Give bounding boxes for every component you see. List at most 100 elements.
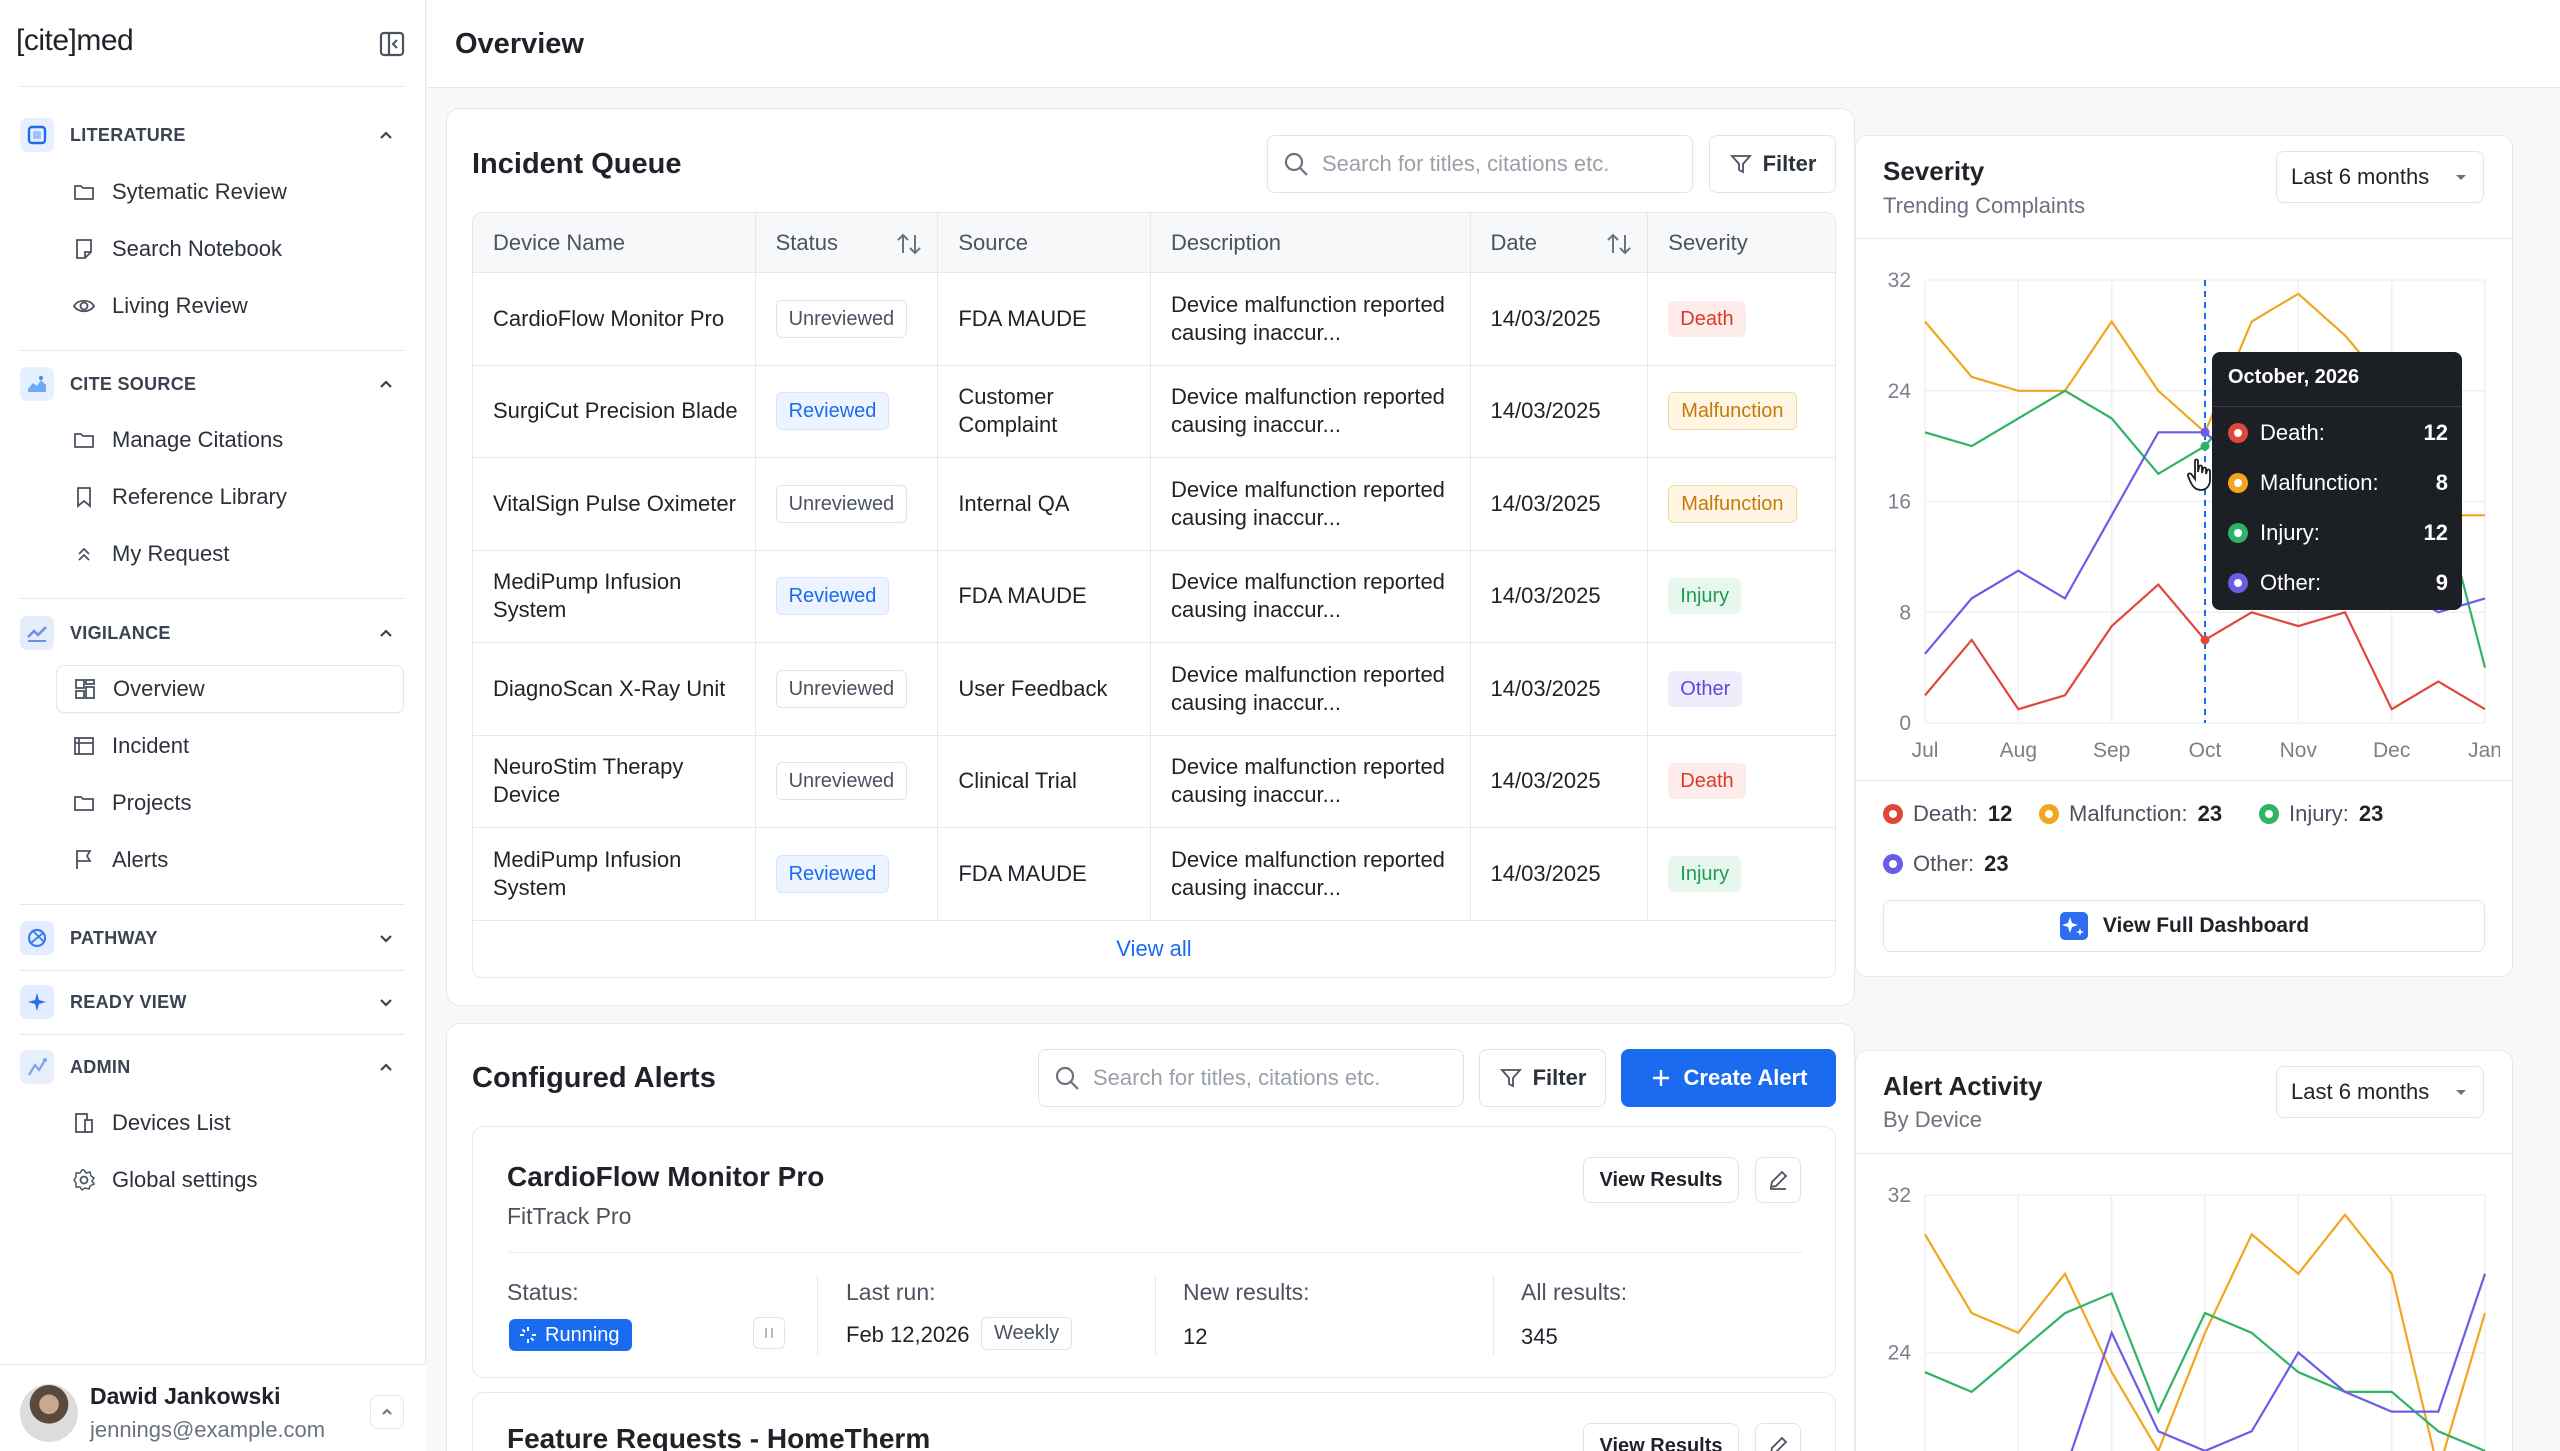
source-cell: FDA MAUDE (938, 550, 1151, 642)
logo: [cite]med (16, 24, 134, 57)
sidebar-section-label: VIGILANCE (70, 622, 171, 643)
chevron-up-icon[interactable] (376, 623, 396, 643)
alerts-search-input[interactable] (1093, 1065, 1433, 1091)
sidebar-divider (20, 86, 404, 87)
description-cell: Device malfunction reported causing inac… (1151, 273, 1471, 365)
chevron-down-icon[interactable] (376, 992, 396, 1012)
severity-chart: 0 8 16 24 32 Jul Aug Sep Oct Nov Dec Jan (1888, 269, 2500, 762)
source-text: FDA MAUDE (958, 583, 1087, 609)
incident-search-input[interactable] (1322, 151, 1662, 177)
y-tick-label: 32 (1888, 1184, 1911, 1207)
eye-icon (72, 294, 96, 318)
column-header-description[interactable]: Description (1151, 213, 1471, 272)
meta-separator (817, 1275, 818, 1355)
view-full-dashboard-button[interactable]: View Full Dashboard (1883, 900, 2485, 952)
edit-icon[interactable] (1755, 1423, 1801, 1451)
column-label: Source (958, 229, 1029, 255)
alert-name: Feature Requests - HomeTherm (507, 1423, 931, 1451)
sidebar-collapse-icon[interactable] (376, 28, 408, 60)
sort-icon[interactable] (895, 231, 923, 257)
column-header-severity[interactable]: Severity (1648, 213, 1835, 272)
frequency-tag: Weekly (981, 1317, 1073, 1350)
tooltip-label: Other: (2260, 570, 2322, 595)
column-header-source[interactable]: Source (938, 213, 1151, 272)
edit-icon[interactable] (1755, 1157, 1801, 1203)
incident-filter-button[interactable]: Filter (1709, 135, 1836, 193)
sidebar-section-ready-view[interactable]: READY VIEW (20, 982, 404, 1022)
sidebar-section-literature[interactable]: LITERATURE (20, 115, 404, 155)
table-row[interactable]: DiagnoScan X-Ray Unit Unreviewed User Feed… (473, 643, 1835, 736)
hover-point-death (2200, 635, 2210, 645)
severity-cell: Death (1648, 273, 1835, 365)
sidebar-divider (20, 350, 404, 351)
sidebar-item-search-notebook[interactable]: Search Notebook (56, 225, 404, 273)
sidebar-item-reference-library[interactable]: Reference Library (56, 473, 404, 521)
severity-badge: Other (1668, 670, 1743, 707)
sidebar-item-label: My Request (112, 541, 230, 566)
severity-badge: Death (1668, 763, 1746, 800)
status-cell: Unreviewed (756, 273, 939, 365)
search-icon (1282, 150, 1310, 178)
table-row[interactable]: NeuroStim Therapy Device Unreviewed Clinic… (473, 735, 1835, 828)
chevron-up-icon[interactable] (370, 1395, 404, 1429)
description-text: Device malfunction reported causing inac… (1171, 291, 1445, 345)
sidebar-item-projects[interactable]: Projects (56, 779, 404, 827)
incident-search[interactable] (1267, 135, 1693, 193)
user-profile[interactable]: Dawid Jankowski jennings@example.com (0, 1364, 426, 1451)
date-cell: 14/03/2025 (1471, 735, 1649, 827)
source-text: FDA MAUDE (958, 305, 1087, 331)
view-all-link[interactable]: View all (1116, 935, 1192, 961)
sidebar-section-pathway[interactable]: PATHWAY (20, 918, 404, 958)
table-row[interactable]: SurgiCut Precision Blade Reviewed Customer… (473, 365, 1835, 458)
sidebar-section-cite-source[interactable]: CITE SOURCE (20, 364, 404, 404)
sidebar-item-my-request[interactable]: My Request (56, 530, 404, 578)
status-badge: Reviewed (775, 392, 890, 431)
sidebar-item-living-review[interactable]: Living Review (56, 282, 404, 330)
column-header-device[interactable]: Device Name (473, 213, 756, 272)
chevron-up-icon[interactable] (376, 1057, 396, 1077)
alerts-filter-button[interactable]: Filter (1479, 1049, 1606, 1107)
chevron-up-icon[interactable] (376, 125, 396, 145)
sidebar-section-admin[interactable]: ADMIN (20, 1047, 404, 1087)
tooltip-label: Death: (2260, 420, 2325, 445)
meta-separator (1155, 1275, 1156, 1355)
folder-icon (72, 791, 96, 815)
sidebar-divider (20, 1034, 404, 1035)
view-results-button[interactable]: View Results (1583, 1423, 1739, 1451)
sidebar-item-label: Sytematic Review (112, 179, 287, 204)
pause-icon[interactable] (753, 1317, 785, 1349)
column-header-status[interactable]: Status (756, 213, 939, 272)
sidebar-item-sytematic-review[interactable]: Sytematic Review (56, 168, 404, 216)
legend-dot (2039, 804, 2059, 824)
sidebar-item-incident[interactable]: Incident (56, 722, 404, 770)
chevron-down-icon[interactable] (376, 928, 396, 948)
alert-card[interactable]: Feature Requests - HomeTherm View Result… (472, 1392, 1836, 1451)
sidebar-item-alerts[interactable]: Alerts (56, 836, 404, 884)
alert-card[interactable]: CardioFlow Monitor Pro FitTrack Pro View… (472, 1126, 1836, 1378)
create-alert-button[interactable]: Create Alert (1621, 1049, 1836, 1107)
severity-range-select[interactable]: Last 6 months (2276, 151, 2484, 203)
alert-activity-range-select[interactable]: Last 6 months (2276, 1066, 2484, 1118)
last-run-value: Feb 12,2026 (846, 1322, 970, 1347)
device-name: CardioFlow Monitor Pro (493, 305, 725, 331)
chevron-up-icon[interactable] (376, 374, 396, 394)
sort-icon[interactable] (1605, 231, 1633, 257)
sidebar-section-vigilance[interactable]: VIGILANCE (20, 613, 404, 653)
column-header-date[interactable]: Date (1471, 213, 1649, 272)
table-row[interactable]: VitalSign Pulse Oximeter Unreviewed Intern… (473, 458, 1835, 551)
table-row[interactable]: CardioFlow Monitor Pro Unreviewed FDA MAUD… (473, 273, 1835, 366)
description-cell: Device malfunction reported causing inac… (1151, 828, 1471, 920)
sidebar-item-global-settings[interactable]: Global settings (56, 1156, 404, 1204)
table-row[interactable]: MediPump Infusion System Reviewed FDA MAUD… (473, 550, 1835, 643)
table-row[interactable]: MediPump Infusion System Reviewed FDA MAUD… (473, 828, 1835, 921)
plus-icon (1650, 1067, 1672, 1089)
double-chevron-up-icon (72, 542, 96, 566)
view-results-button[interactable]: View Results (1583, 1157, 1739, 1203)
sidebar-item-overview[interactable]: Overview (56, 665, 404, 713)
date-cell: 14/03/2025 (1471, 273, 1649, 365)
sidebar-item-devices-list[interactable]: Devices List (56, 1099, 404, 1147)
sidebar-item-manage-citations[interactable]: Manage Citations (56, 416, 404, 464)
last-run-label: Last run: (846, 1279, 936, 1305)
sidebar-section-label: CITE SOURCE (70, 373, 197, 394)
alerts-search[interactable] (1038, 1049, 1464, 1107)
